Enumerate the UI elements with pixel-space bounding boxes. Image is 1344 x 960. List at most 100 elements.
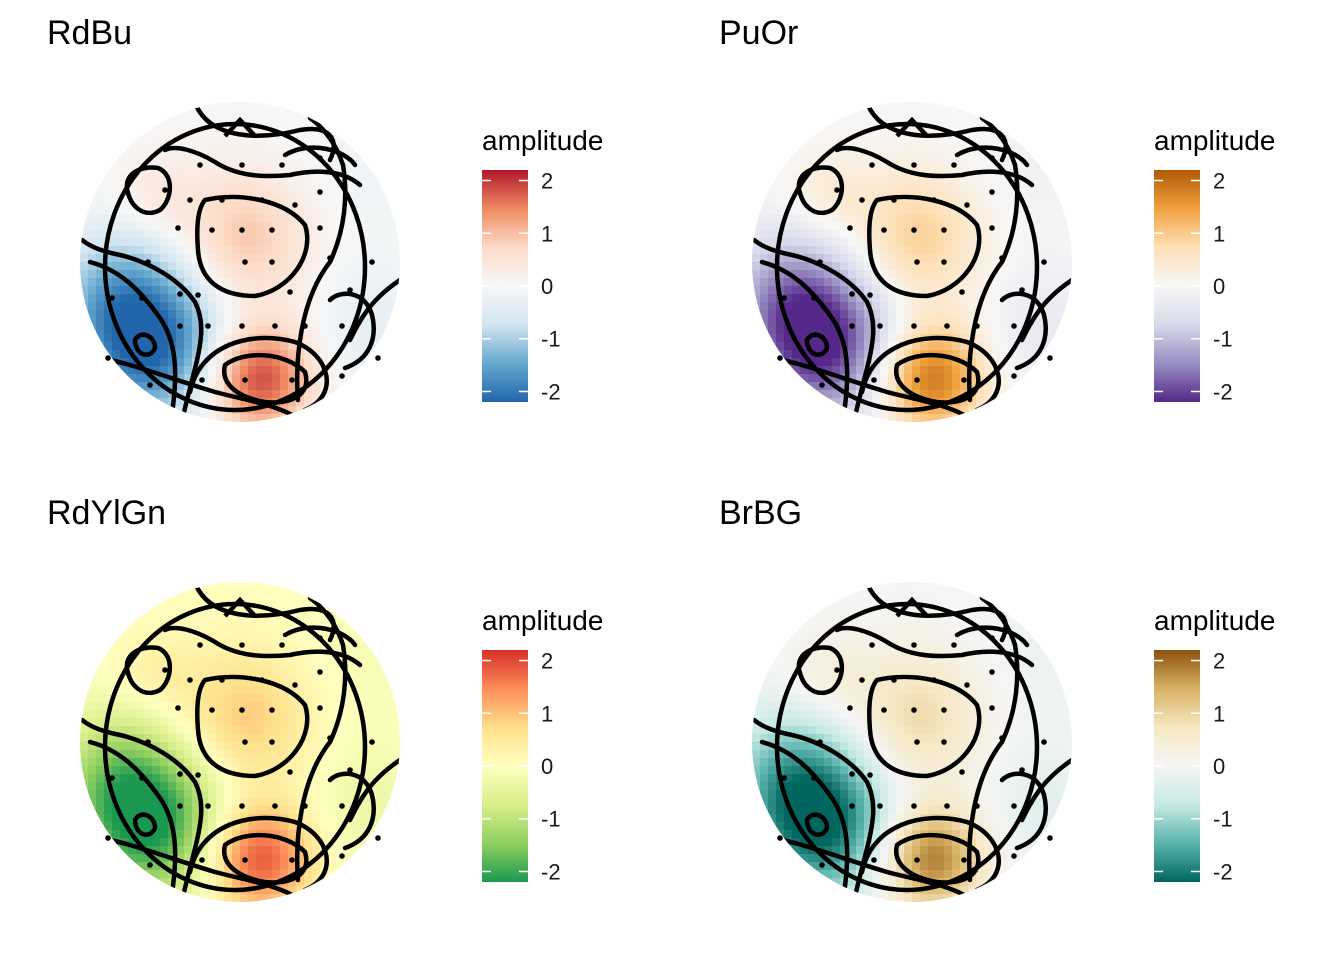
heatmap-cell: [888, 358, 897, 367]
heatmap-cell: [224, 334, 233, 343]
heatmap-cell: [288, 310, 297, 319]
heatmap-cell: [320, 582, 329, 591]
heatmap-cell: [224, 110, 233, 119]
heatmap-cell: [312, 886, 321, 895]
heatmap-cell: [960, 246, 969, 255]
heatmap-cell: [1040, 254, 1049, 263]
heatmap-cell: [1040, 374, 1049, 383]
heatmap-cell: [768, 150, 777, 159]
heatmap-cell: [872, 414, 881, 422]
heatmap-cell: [352, 638, 361, 647]
heatmap-cell: [392, 894, 400, 902]
heatmap-cell: [864, 318, 873, 327]
heatmap-cell: [936, 206, 945, 215]
heatmap-cell: [184, 622, 193, 631]
heatmap-cell: [832, 158, 841, 167]
heatmap-cell: [344, 734, 353, 743]
heatmap-cell: [944, 222, 953, 231]
heatmap-cell: [128, 590, 137, 599]
heatmap-cell: [272, 174, 281, 183]
heatmap-cell: [184, 614, 193, 623]
heatmap-cell: [160, 830, 169, 839]
heatmap-cell: [880, 294, 889, 303]
heatmap-cell: [1056, 270, 1065, 279]
heatmap-cell: [352, 766, 361, 775]
heatmap-cell: [752, 350, 761, 359]
heatmap-cell: [912, 150, 921, 159]
heatmap-cell: [136, 310, 145, 319]
heatmap-cell: [304, 830, 313, 839]
heatmap-cell: [120, 390, 129, 399]
heatmap-cell: [136, 702, 145, 711]
contour-line: [107, 357, 303, 422]
heatmap-cell: [336, 606, 345, 615]
heatmap-cell: [1048, 198, 1057, 207]
heatmap-cell: [768, 134, 777, 143]
heatmap-cell: [864, 174, 873, 183]
heatmap-cell: [112, 174, 121, 183]
heatmap-cell: [1040, 142, 1049, 151]
heatmap-cell: [200, 310, 209, 319]
heatmap-cell: [112, 238, 121, 247]
heatmap-cell: [384, 830, 393, 839]
heatmap-cell: [144, 174, 153, 183]
heatmap-cell: [136, 766, 145, 775]
contour-line: [124, 165, 173, 216]
heatmap-cell: [280, 798, 289, 807]
heatmap-cell: [144, 326, 153, 335]
heatmap-cell: [352, 742, 361, 751]
heatmap-cell: [152, 166, 161, 175]
heatmap-cell: [392, 686, 400, 695]
heatmap-cell: [312, 894, 321, 902]
heatmap-cell: [288, 790, 297, 799]
heatmap-cell: [248, 222, 257, 231]
heatmap-cell: [792, 286, 801, 295]
heatmap-cell: [888, 134, 897, 143]
heatmap-cell: [128, 742, 137, 751]
heatmap-cell: [1000, 190, 1009, 199]
heatmap-cell: [1040, 198, 1049, 207]
heatmap-cell: [96, 830, 105, 839]
heatmap-cell: [840, 310, 849, 319]
heatmap-cell: [272, 374, 281, 383]
heatmap-cell: [144, 358, 153, 367]
heatmap-cell: [752, 182, 761, 191]
heatmap-cell: [280, 590, 289, 599]
heatmap-cell: [784, 158, 793, 167]
heatmap-cell: [832, 414, 841, 422]
heatmap-cell: [984, 390, 993, 399]
heatmap-cell: [768, 302, 777, 311]
legend-tick-label: 2: [541, 169, 553, 194]
heatmap-cell: [176, 294, 185, 303]
heatmap-cell: [992, 342, 1001, 351]
heatmap-cell: [840, 358, 849, 367]
heatmap-cell: [384, 198, 393, 207]
heatmap-cell: [264, 182, 273, 191]
heatmap-cell: [960, 254, 969, 263]
heatmap-cell: [760, 102, 769, 111]
heatmap-cell: [112, 214, 121, 223]
heatmap-cell: [160, 846, 169, 855]
heatmap-cell: [1024, 270, 1033, 279]
heatmap-cell: [920, 294, 929, 303]
heatmap-cell: [80, 310, 89, 319]
heatmap-cell: [904, 102, 913, 111]
heatmap-cell: [232, 774, 241, 783]
heatmap-cell: [152, 134, 161, 143]
heatmap-cell: [128, 102, 137, 111]
heatmap-cell: [168, 862, 177, 871]
heatmap-cell: [832, 294, 841, 303]
heatmap-cell: [752, 334, 761, 343]
heatmap-cell: [872, 102, 881, 111]
heatmap-cell: [1032, 230, 1041, 239]
heatmap-cell: [232, 350, 241, 359]
electrode-point: [849, 291, 855, 297]
heatmap-cell: [120, 414, 129, 422]
heatmap-cell: [312, 206, 321, 215]
heatmap-cell: [976, 358, 985, 367]
heatmap-cell: [288, 318, 297, 327]
heatmap-cell: [192, 598, 201, 607]
heatmap-cell: [256, 342, 265, 351]
heatmap-cell: [232, 806, 241, 815]
heatmap-cell: [832, 182, 841, 191]
